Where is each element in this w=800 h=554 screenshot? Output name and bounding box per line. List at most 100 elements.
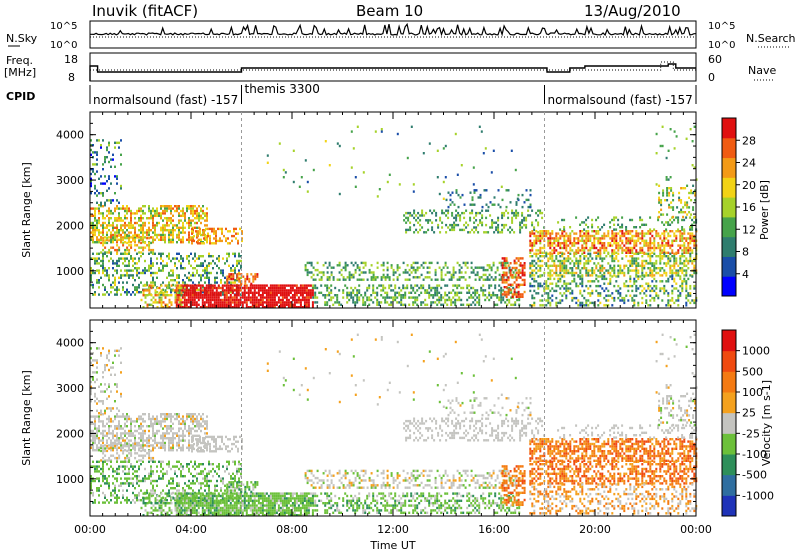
power-cell: [243, 284, 246, 287]
power-cell: [551, 255, 554, 258]
power-cell: [525, 198, 528, 202]
power-cell: [693, 237, 696, 240]
power-cell: [474, 298, 477, 302]
power-cell: [571, 292, 574, 295]
power-cell: [565, 289, 568, 293]
power-cell: [386, 296, 389, 299]
power-cell: [539, 275, 542, 278]
power-cell: [352, 298, 355, 302]
power-cell: [235, 291, 238, 294]
power-cell: [166, 229, 168, 232]
power-cell: [653, 244, 656, 247]
power-cell: [599, 252, 602, 255]
power-cell: [675, 239, 678, 242]
power-cell: [469, 211, 472, 215]
power-cell: [551, 230, 554, 233]
power-cell: [613, 223, 616, 226]
power-cell: [639, 249, 642, 252]
power-cell: [168, 298, 171, 302]
power-cell: [446, 266, 449, 269]
power-cell: [207, 286, 210, 290]
power-cell: [266, 154, 269, 157]
power-cell: [174, 229, 176, 232]
power-cell: [309, 296, 312, 299]
power-cell: [629, 249, 632, 252]
power-cell: [231, 296, 234, 299]
power-cell: [589, 259, 592, 263]
power-cell: [692, 208, 695, 211]
power-cell: [659, 249, 662, 252]
power-cell: [601, 244, 604, 247]
power-cell: [380, 289, 383, 292]
power-cell: [185, 294, 188, 297]
power-cell: [230, 269, 232, 272]
power-cell: [232, 277, 235, 281]
power-cell: [535, 262, 538, 265]
power-cell: [569, 271, 572, 275]
power-cell: [193, 303, 196, 306]
power-cell: [519, 257, 522, 260]
power-cell: [422, 278, 425, 281]
power-cell: [170, 289, 173, 292]
power-cell: [434, 301, 437, 304]
power-cell: [140, 214, 142, 217]
power-cell: [513, 262, 516, 265]
power-cell: [635, 239, 638, 242]
power-cell: [420, 264, 423, 267]
power-cell: [639, 216, 642, 219]
power-cell: [257, 291, 260, 294]
power-cell: [496, 266, 499, 269]
power-cell: [591, 267, 594, 270]
power-cell: [271, 286, 274, 290]
freq-unit-label: [MHz]: [4, 66, 36, 79]
power-cell: [182, 209, 184, 213]
power-cell: [496, 294, 499, 297]
power-cell: [561, 218, 564, 222]
power-cell: [679, 269, 682, 272]
power-cell: [424, 291, 427, 294]
power-cell: [557, 244, 560, 247]
power-cell: [438, 291, 441, 294]
power-cell: [291, 294, 294, 297]
power-cell: [408, 268, 411, 272]
power-cell: [92, 221, 94, 225]
power-cell: [549, 271, 552, 275]
power-cell: [253, 301, 256, 304]
power-cell: [685, 287, 688, 290]
velocity-cell: [94, 420, 96, 423]
power-cell: [238, 273, 241, 276]
power-cell: [114, 293, 116, 296]
power-cell: [240, 264, 242, 267]
power-cell: [446, 298, 449, 302]
power-cell: [217, 227, 219, 231]
power-cell: [649, 232, 652, 235]
power-cell: [501, 211, 504, 215]
power-cell: [445, 198, 448, 202]
power-cell: [236, 259, 238, 263]
power-cell: [358, 268, 361, 272]
power-cell: [502, 298, 505, 302]
power-cell: [481, 205, 484, 209]
power-cell: [505, 293, 508, 296]
power-cell: [160, 298, 163, 302]
power-cell: [509, 231, 512, 234]
power-cell: [386, 261, 389, 265]
power-cell: [500, 301, 503, 304]
power-cell: [200, 274, 202, 277]
power-cell: [645, 274, 648, 277]
power-cell: [140, 236, 143, 240]
power-cell: [611, 252, 614, 255]
power-cell: [152, 279, 154, 282]
power-cell: [215, 239, 217, 243]
power-cell: [440, 271, 443, 274]
power-cell: [647, 230, 650, 233]
power-cell: [138, 217, 140, 220]
power-cell: [185, 291, 188, 294]
power-cell: [601, 237, 604, 240]
power-cell: [449, 203, 452, 206]
power-cell: [170, 303, 173, 306]
power-cell: [152, 231, 154, 234]
power-cell: [140, 298, 143, 302]
power-cell: [486, 276, 489, 279]
